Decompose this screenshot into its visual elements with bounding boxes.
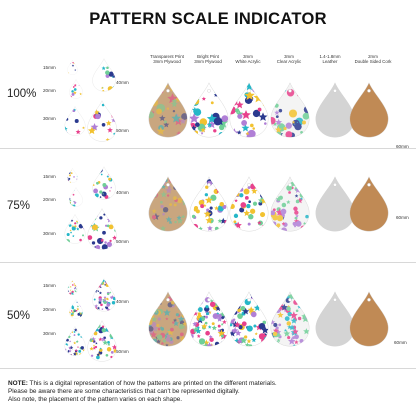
section-divider xyxy=(0,262,416,263)
size-label-50mm: 50mm xyxy=(116,239,129,244)
size-sample-40mm xyxy=(92,166,116,200)
column-header-leather: 1.4-1.8mm Leather xyxy=(319,54,341,65)
size-sample-15mm xyxy=(67,280,78,295)
scale-section-100: 100% 15mm 20mm 30mm 40mm 50mm 60mm xyxy=(0,52,416,170)
size-label-30mm: 30mm xyxy=(43,231,56,236)
size-sample-20mm xyxy=(69,299,83,319)
transparent-plywood-sample xyxy=(148,82,188,138)
transparent-plywood-sample xyxy=(148,291,188,347)
clear-acrylic-sample xyxy=(270,176,310,232)
size-label-50mm: 50mm xyxy=(116,128,129,133)
clear-acrylic-sample xyxy=(270,291,310,347)
leather-sample xyxy=(315,82,355,138)
size-sample-15mm xyxy=(67,60,78,75)
scale-label: 50% xyxy=(7,310,31,322)
clear-acrylic-sample xyxy=(270,82,310,138)
size-sample-40mm xyxy=(92,58,116,92)
scale-label: 100% xyxy=(7,88,37,100)
leather-sample xyxy=(315,176,355,232)
transparent-plywood-sample xyxy=(148,176,188,232)
column-header-transparent-plywood: Transparent Print 3mm Plywood xyxy=(150,54,184,65)
size-label-20mm: 20mm xyxy=(43,197,56,202)
size-sample-50mm xyxy=(87,208,117,250)
section-divider xyxy=(0,148,416,149)
white-acrylic-sample xyxy=(229,82,269,138)
cork-sample xyxy=(349,176,389,232)
size-label-40mm: 40mm xyxy=(116,80,129,85)
column-header-cork: 2mm Double Sided Cork xyxy=(354,54,392,65)
size-sample-40mm xyxy=(92,278,116,312)
size-sample-20mm xyxy=(69,79,83,99)
bright-plywood-sample xyxy=(189,291,229,347)
scale-section-75: 75% 15mm 20mm 30mm 40mm 50mm 60mm xyxy=(0,160,416,278)
scale-label: 75% xyxy=(7,200,31,212)
column-header-bright-plywood: Bright Print 3mm Plywood xyxy=(194,54,222,65)
size-sample-30mm xyxy=(64,326,86,356)
size-label-15mm: 15mm xyxy=(43,283,56,288)
white-acrylic-sample xyxy=(229,176,269,232)
size-label-50mm: 50mm xyxy=(116,349,129,354)
white-acrylic-sample xyxy=(229,291,269,347)
size-label-15mm: 15mm xyxy=(43,65,56,70)
column-header-white-acrylic: 3mm White Acrylic xyxy=(235,54,261,65)
bright-plywood-sample xyxy=(189,82,229,138)
size-label-40mm: 40mm xyxy=(116,299,129,304)
size-label-20mm: 20mm xyxy=(43,88,56,93)
scale-section-50: 50% 15mm 20mm 30mm 40mm 50mm 60mm xyxy=(0,272,416,390)
cork-sample xyxy=(349,291,389,347)
cork-sample xyxy=(349,82,389,138)
page-title: PATTERN SCALE INDICATOR xyxy=(89,10,327,28)
size-label-60mm: 60mm xyxy=(394,340,407,345)
size-sample-30mm xyxy=(64,106,86,136)
size-label-60mm: 60mm xyxy=(396,144,409,149)
leather-sample xyxy=(315,291,355,347)
section-divider xyxy=(0,368,416,369)
size-label-15mm: 15mm xyxy=(43,174,56,179)
size-label-20mm: 20mm xyxy=(43,307,56,312)
size-label-40mm: 40mm xyxy=(116,190,129,195)
column-header-clear-acrylic: 3mm Clear Acrylic xyxy=(276,54,302,65)
size-sample-30mm xyxy=(64,214,86,244)
size-sample-50mm xyxy=(87,320,117,362)
disclaimer-note: NOTE: This is a digital representation o… xyxy=(8,380,277,403)
size-label-60mm: 60mm xyxy=(396,215,409,220)
size-sample-50mm xyxy=(87,100,117,142)
size-sample-15mm xyxy=(67,168,78,183)
bright-plywood-sample xyxy=(189,176,229,232)
size-label-30mm: 30mm xyxy=(43,331,56,336)
size-sample-20mm xyxy=(69,187,83,207)
size-label-30mm: 30mm xyxy=(43,116,56,121)
